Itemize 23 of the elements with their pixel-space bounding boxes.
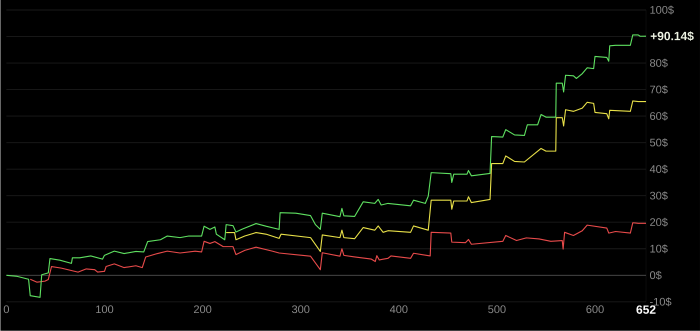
line-series [226,100,647,252]
y-tick-label: 50$ [650,138,668,148]
x-tick-label: 400 [390,305,408,314]
y-tick-label: -10$ [650,297,672,306]
y-tick-label: 60$ [650,112,668,121]
y-tick-label: 30$ [650,191,668,200]
y-tick-label: 40$ [650,164,668,174]
line-series [6,34,647,298]
x-tick-label: 0 [4,305,10,314]
x-tick-label: 652 [636,305,656,314]
y-tick-label: 80$ [650,58,668,68]
x-tick-label: 300 [292,305,310,314]
x-tick-label: 100 [96,305,114,314]
x-tick-label: 200 [194,305,212,314]
y-tick-label: 20$ [650,218,668,227]
y-tick-label: 100$ [650,6,674,15]
line-series [30,222,647,283]
y-tick-label: 70$ [650,85,668,94]
x-tick-label: 500 [488,305,506,314]
y-tick-label: 0$ [650,270,662,280]
y-tick-label: 10$ [650,244,668,254]
x-tick-label: 600 [586,305,604,314]
annotation: +90.14$ [650,31,694,42]
